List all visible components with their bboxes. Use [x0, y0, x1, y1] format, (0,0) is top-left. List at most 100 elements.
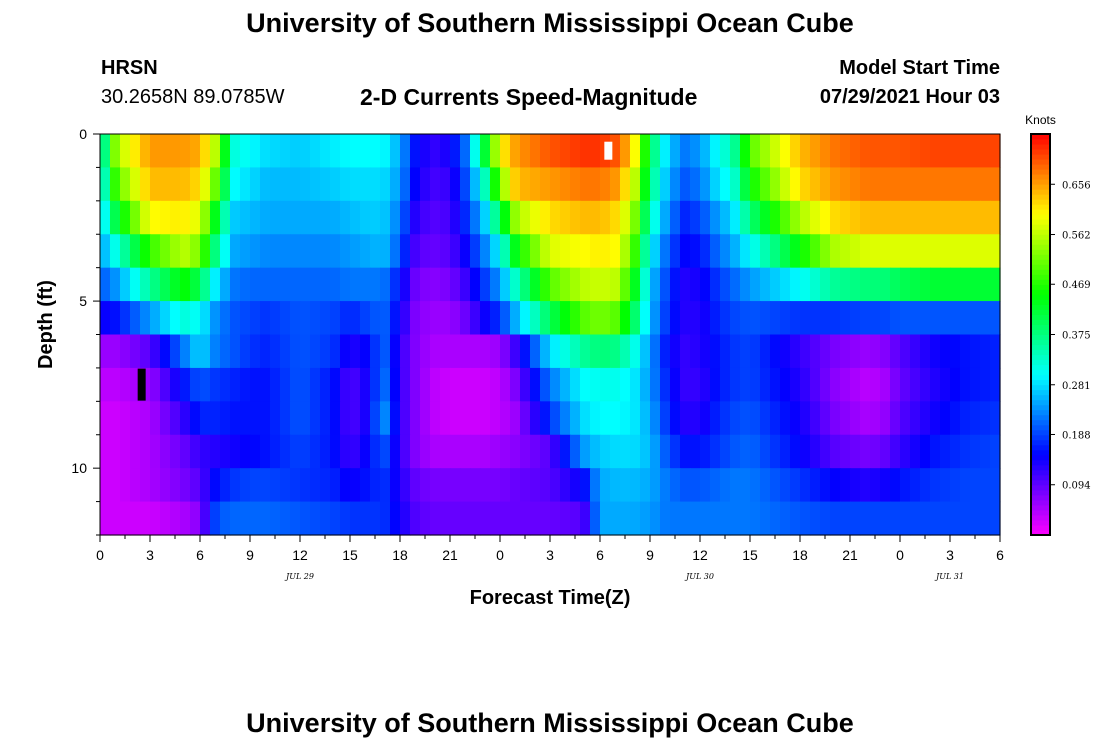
heatmap-cell [630, 501, 641, 536]
heatmap-cell [390, 267, 401, 302]
heatmap-cell [610, 434, 621, 469]
heatmap-cell [760, 134, 771, 169]
heatmap-cell [960, 501, 971, 536]
heatmap-cell [180, 301, 191, 336]
heatmap-cell [960, 301, 971, 336]
heatmap-cell [180, 134, 191, 169]
heatmap-cell [450, 267, 461, 302]
heatmap-cell [750, 468, 761, 503]
heatmap-cell [150, 401, 161, 436]
heatmap-cell [630, 334, 641, 369]
heatmap-cell [830, 234, 841, 269]
heatmap-cell [700, 401, 711, 436]
heatmap-cell [830, 501, 841, 536]
heatmap-cell [800, 434, 811, 469]
heatmap-cell [990, 367, 1001, 402]
heatmap-cell [330, 134, 341, 169]
heatmap-cell [660, 468, 671, 503]
heatmap-cell [920, 501, 931, 536]
heatmap-cell [320, 501, 331, 536]
heatmap-cell [130, 200, 141, 235]
heatmap-cell [640, 501, 651, 536]
heatmap-cell [460, 401, 471, 436]
heatmap-cell [300, 468, 311, 503]
heatmap-cell [240, 434, 251, 469]
heatmap-cell [330, 234, 341, 269]
heatmap-cell [710, 367, 721, 402]
colorbar-step [1031, 489, 1050, 496]
heatmap-cell [220, 267, 231, 302]
heatmap-cell [180, 401, 191, 436]
heatmap-cell [240, 401, 251, 436]
heatmap-cell [400, 401, 411, 436]
heatmap-cell [380, 401, 391, 436]
heatmap-cell [220, 468, 231, 503]
heatmap-cell [760, 234, 771, 269]
heatmap-cell [560, 234, 571, 269]
heatmap-cell [980, 334, 991, 369]
heatmap-cell [130, 367, 141, 402]
heatmap-cell [200, 200, 211, 235]
heatmap-cell [790, 134, 801, 169]
heatmap-cell [620, 167, 631, 202]
colorbar-tick-label: 0.562 [1062, 231, 1091, 242]
heatmap-cell [560, 200, 571, 235]
heatmap-cell [630, 301, 641, 336]
heatmap-cell [190, 468, 201, 503]
heatmap-cell [740, 434, 751, 469]
heatmap-cell [430, 167, 441, 202]
heatmap-cell [610, 167, 621, 202]
heatmap-cell [750, 501, 761, 536]
heatmap-cell [900, 134, 911, 169]
heatmap-cell [820, 200, 831, 235]
heatmap-cell [740, 367, 751, 402]
heatmap-cell [190, 200, 201, 235]
heatmap-cell [400, 134, 411, 169]
heatmap-cell [750, 301, 761, 336]
heatmap-cell [530, 401, 541, 436]
heatmap-cell [810, 167, 821, 202]
heatmap-cell [690, 334, 701, 369]
heatmap-cell [950, 134, 961, 169]
heatmap-cell [620, 301, 631, 336]
colorbar-step [1031, 244, 1050, 250]
heatmap-cell [380, 267, 391, 302]
heatmap-cell [510, 200, 521, 235]
heatmap-cell [920, 334, 931, 369]
heatmap-cell [780, 301, 791, 336]
heatmap-cell [430, 234, 441, 269]
heatmap-cell [660, 401, 671, 436]
colorbar-step [1031, 219, 1050, 225]
heatmap-cell [460, 468, 471, 503]
heatmap-cell [200, 267, 211, 302]
heatmap-cell [990, 167, 1001, 202]
heatmap-cell [710, 468, 721, 503]
heatmap-cell [710, 334, 721, 369]
heatmap-cell [680, 434, 691, 469]
heatmap-cell [170, 234, 181, 269]
heatmap-cell [140, 134, 151, 169]
heatmap-cell [970, 501, 981, 536]
heatmap-cell [260, 334, 271, 369]
heatmap-cell [390, 167, 401, 202]
heatmap-cell [520, 367, 531, 402]
heatmap-cell [550, 367, 561, 402]
heatmap-cell [890, 301, 901, 336]
heatmap-cell [670, 134, 681, 169]
heatmap-cell [410, 167, 421, 202]
heatmap-cell [870, 301, 881, 336]
heatmap-cell [340, 334, 351, 369]
colorbar-step [1031, 179, 1050, 185]
heatmap-cell [720, 434, 731, 469]
heatmap-cell [230, 167, 241, 202]
heatmap-cell [730, 501, 741, 536]
heatmap-cell [980, 434, 991, 469]
heatmap-cell [420, 134, 431, 169]
heatmap-cell [970, 334, 981, 369]
heatmap-cell [940, 367, 951, 402]
heatmap-cell [680, 200, 691, 235]
heatmap-cell [830, 468, 841, 503]
heatmap-cell [540, 434, 551, 469]
heatmap-cell [270, 267, 281, 302]
heatmap-cell [140, 267, 151, 302]
